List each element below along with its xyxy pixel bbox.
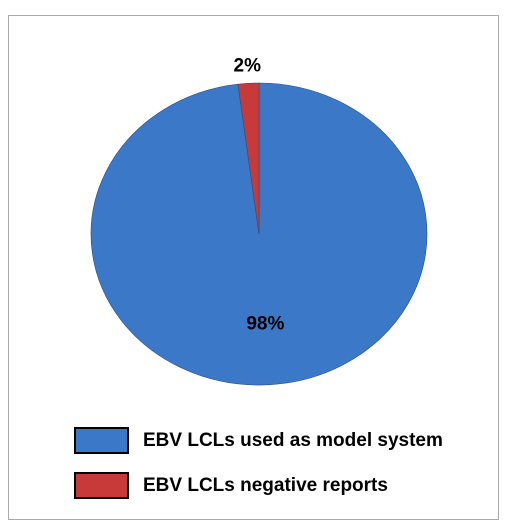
frame (8, 15, 499, 520)
legend-swatch (74, 472, 129, 499)
value-label: 98% (246, 313, 284, 334)
value-label: 2% (234, 56, 262, 77)
legend-label: EBV LCLs negative reports (143, 475, 388, 496)
pie-slice (237, 82, 260, 235)
legend-label: EBV LCLs used as model system (143, 430, 443, 451)
legend-swatch (74, 427, 129, 454)
